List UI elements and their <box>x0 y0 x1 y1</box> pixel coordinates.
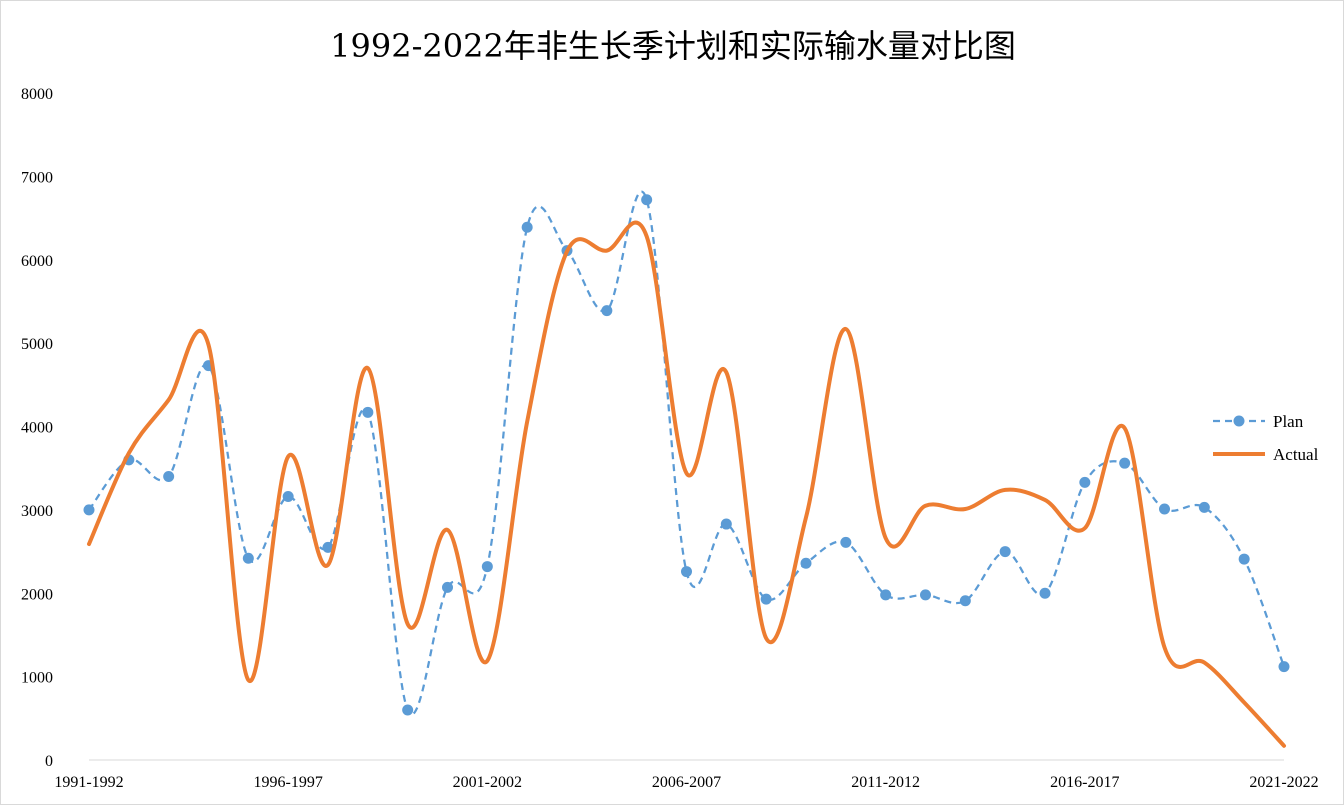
plan-point[interactable] <box>1278 661 1290 673</box>
x-tick-label: 2006-2007 <box>652 774 721 791</box>
legend-label: Plan <box>1273 412 1304 431</box>
y-tick-label: 5000 <box>21 336 53 353</box>
legend-label: Actual <box>1273 445 1319 464</box>
plan-point[interactable] <box>681 566 692 578</box>
plan-point[interactable] <box>362 406 374 418</box>
plan-point[interactable] <box>920 589 931 601</box>
plan-point[interactable] <box>83 504 95 516</box>
series-layer <box>83 190 1290 748</box>
x-tick-label: 2001-2002 <box>453 774 522 791</box>
y-tick-label: 0 <box>45 753 53 770</box>
plan-point[interactable] <box>641 194 653 206</box>
legend-marker <box>1233 415 1245 427</box>
plan-point[interactable] <box>800 557 812 569</box>
legend[interactable]: Plan Actual <box>1213 412 1319 464</box>
plan-point[interactable] <box>760 593 772 605</box>
y-axis: 0 1000 2000 3000 4000 5000 6000 7000 8000 <box>21 86 53 770</box>
y-tick-label: 3000 <box>21 503 53 520</box>
plan-point[interactable] <box>163 471 175 483</box>
plan-point[interactable] <box>1238 553 1250 565</box>
plan-point[interactable] <box>481 561 493 573</box>
series-plan <box>83 190 1290 716</box>
plan-point[interactable] <box>442 581 453 593</box>
plan-point[interactable] <box>1079 476 1091 488</box>
y-tick-label: 2000 <box>21 586 53 603</box>
plan-point[interactable] <box>1039 587 1051 599</box>
plan-point[interactable] <box>1119 457 1131 469</box>
plan-point[interactable] <box>959 595 971 607</box>
plan-point[interactable] <box>720 518 732 530</box>
series-line-plan <box>88 190 1286 716</box>
x-tick-label: 1996-1997 <box>254 774 323 791</box>
x-tick-label: 2011-2012 <box>851 774 920 791</box>
x-tick-label: 2016-2017 <box>1050 774 1119 791</box>
y-tick-label: 8000 <box>21 86 53 103</box>
plan-point[interactable] <box>840 536 852 548</box>
x-tick-label: 2021-2022 <box>1249 774 1318 791</box>
legend-item-actual[interactable]: Actual <box>1213 445 1319 464</box>
plan-point[interactable] <box>601 305 613 317</box>
plan-point[interactable] <box>999 546 1011 558</box>
series-line-actual <box>87 220 1286 748</box>
plan-point[interactable] <box>880 589 892 601</box>
y-tick-label: 7000 <box>21 169 53 186</box>
y-tick-label: 1000 <box>21 670 53 687</box>
y-tick-label: 6000 <box>21 253 53 270</box>
x-tick-label: 1991-1992 <box>54 774 123 791</box>
plan-point[interactable] <box>282 491 294 503</box>
series-actual <box>87 220 1286 748</box>
plan-point[interactable] <box>242 552 254 564</box>
x-axis: 1991-1992 1996-1997 2001-2002 2006-2007 2011… <box>54 774 1318 791</box>
plan-point[interactable] <box>402 704 414 716</box>
chart-title: 1992-2022年非生长季计划和实际输水量对比图 <box>330 27 1016 65</box>
plan-point[interactable] <box>1159 503 1170 515</box>
legend-item-plan[interactable]: Plan <box>1213 412 1304 431</box>
y-tick-label: 4000 <box>21 420 53 437</box>
plan-point[interactable] <box>1198 501 1210 513</box>
plan-point[interactable] <box>322 541 334 553</box>
plan-point[interactable] <box>521 221 533 233</box>
